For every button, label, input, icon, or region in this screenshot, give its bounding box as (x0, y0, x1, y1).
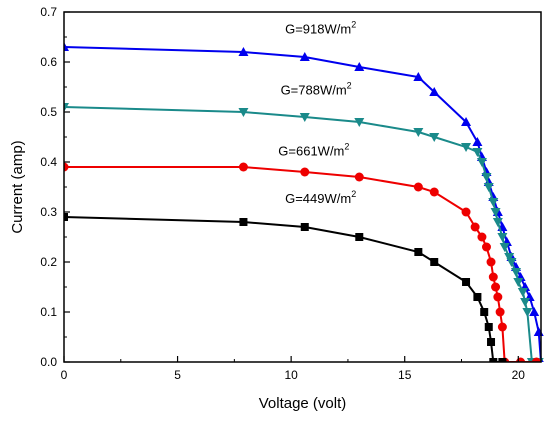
data-point (529, 307, 540, 316)
data-point (429, 133, 440, 142)
irradiance-label-superscript: 2 (351, 189, 356, 199)
data-point (504, 253, 515, 262)
data-point (413, 72, 424, 81)
data-point (476, 158, 487, 167)
data-point (488, 272, 498, 282)
data-point (299, 52, 310, 61)
data-point (300, 167, 310, 177)
data-point (413, 128, 424, 137)
x-tick-label: 5 (174, 368, 181, 382)
data-point (522, 308, 533, 317)
x-axis-label: Voltage (volt) (259, 395, 347, 412)
plot-area (64, 42, 544, 362)
data-point (238, 47, 249, 56)
data-point (499, 243, 510, 252)
irradiance-label-superscript: 2 (351, 20, 356, 30)
irradiance-label-text: G=788W/m (281, 83, 347, 98)
data-point (497, 322, 507, 332)
axes: G=918W/m2G=788W/m2G=661W/m2G=449W/m20 5 10… (9, 5, 542, 412)
data-point (355, 233, 364, 241)
data-point (238, 162, 248, 172)
y-axis-label: Current (amp) (9, 140, 26, 233)
data-point (486, 257, 496, 267)
data-point (488, 198, 499, 207)
data-point (413, 182, 423, 192)
data-point (520, 298, 531, 307)
data-point (511, 268, 522, 277)
data-point (461, 117, 472, 126)
irradiance-label-superscript: 2 (344, 142, 349, 152)
data-point (484, 323, 493, 331)
series-4 (64, 213, 507, 362)
x-tick-label: 10 (284, 368, 298, 382)
data-point (531, 357, 541, 362)
data-point (64, 162, 69, 172)
y-tick-label: 0.6 (40, 55, 57, 69)
series-line (64, 216, 503, 362)
data-point (430, 258, 439, 266)
data-point (64, 103, 69, 112)
data-point (473, 293, 482, 301)
series-3 (64, 162, 541, 362)
data-point (533, 327, 544, 336)
data-point (64, 42, 69, 51)
irradiance-label-text: G=661W/m (278, 144, 344, 159)
data-point (498, 358, 507, 362)
data-point (506, 258, 517, 267)
data-point (299, 113, 310, 122)
irradiance-label-2: G=788W/m2 (281, 81, 352, 98)
data-point (481, 242, 491, 252)
data-point (497, 233, 508, 242)
irradiance-label-4: G=449W/m2 (285, 189, 356, 206)
y-tick-label: 0.7 (40, 5, 57, 19)
y-tick-label: 0.3 (40, 205, 57, 219)
data-point (517, 288, 528, 297)
data-point (493, 292, 503, 302)
series-2 (64, 103, 544, 362)
data-point (483, 183, 494, 192)
data-point (472, 148, 483, 157)
x-tick-label: 20 (512, 368, 526, 382)
data-point (481, 173, 492, 182)
data-point (491, 282, 501, 292)
irradiance-label-3: G=661W/m2 (278, 142, 349, 159)
y-tick-label: 0.4 (40, 155, 57, 169)
irradiance-label-text: G=918W/m (285, 22, 351, 37)
data-point (238, 108, 249, 117)
irradiance-label-superscript: 2 (347, 81, 352, 91)
plot-frame (63, 11, 542, 363)
x-tick-label: 0 (61, 368, 68, 382)
data-point (354, 172, 364, 182)
irradiance-label-1: G=918W/m2 (285, 20, 356, 37)
x-tick-label: 15 (398, 368, 412, 382)
data-point (354, 118, 365, 127)
data-point (64, 213, 68, 221)
data-point (495, 307, 505, 317)
data-point (470, 222, 480, 232)
y-tick-label: 0.5 (40, 105, 57, 119)
irradiance-label-text: G=449W/m (285, 191, 351, 206)
y-tick-label: 0.0 (40, 355, 57, 369)
data-point (239, 218, 248, 226)
data-point (487, 338, 496, 346)
y-tick-label: 0.2 (40, 255, 57, 269)
y-tick-label: 0.1 (40, 305, 57, 319)
data-point (480, 308, 489, 316)
data-point (354, 62, 365, 71)
data-point (513, 278, 524, 287)
data-point (429, 87, 440, 96)
data-point (489, 358, 498, 362)
data-point (490, 208, 501, 217)
data-point (472, 137, 483, 146)
data-point (492, 218, 503, 227)
data-point (300, 223, 309, 231)
data-point (462, 278, 471, 286)
data-point (461, 143, 472, 152)
data-point (461, 207, 471, 217)
data-point (477, 232, 487, 242)
data-point (429, 187, 439, 197)
data-point (414, 248, 423, 256)
